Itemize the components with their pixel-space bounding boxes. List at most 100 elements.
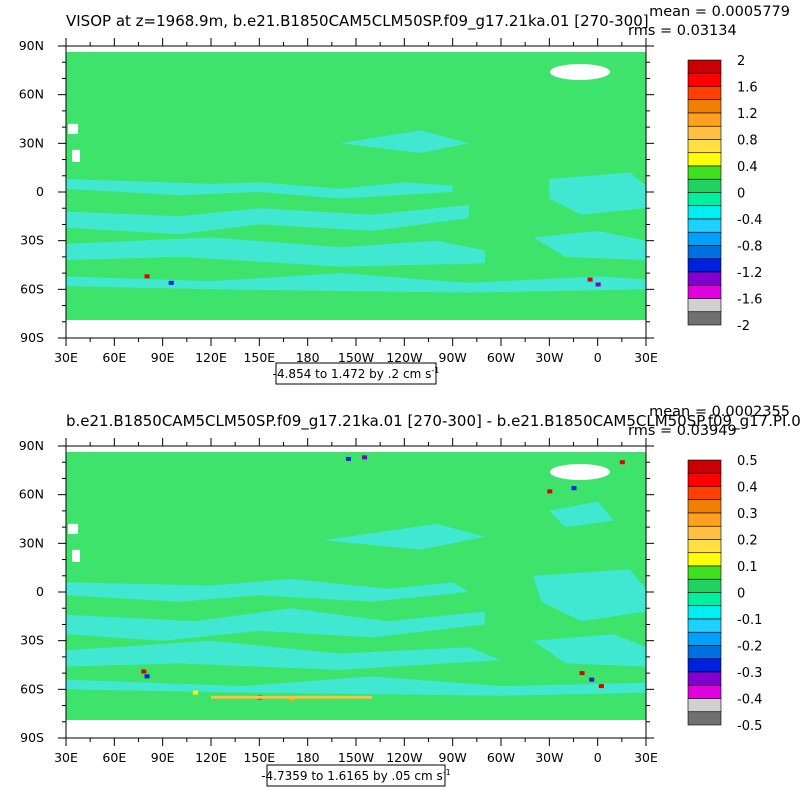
range-label: -4.854 to 1.472 by .2 cm s-1 xyxy=(273,366,440,381)
colorbar-swatch xyxy=(687,645,722,660)
y-tick-label: 60S xyxy=(20,681,44,696)
extreme-value-mark xyxy=(144,274,150,279)
y-tick-label: 60N xyxy=(19,487,44,502)
rms-label: rms = 0.03134 xyxy=(628,23,737,39)
range-label: -4.7359 to 1.6165 by .05 cm s-1 xyxy=(261,768,451,783)
colorbar-swatch xyxy=(687,552,722,567)
extreme-value-mark xyxy=(589,677,595,682)
y-tick-label: 90S xyxy=(20,330,44,345)
colorbar-label: -1.2 xyxy=(737,266,762,281)
range-label-exponent: -1 xyxy=(443,768,451,777)
colorbar-swatch xyxy=(687,99,722,114)
colorbar-label: 1.2 xyxy=(737,107,758,122)
y-tick-label: 90S xyxy=(20,730,44,745)
colorbar-swatch xyxy=(687,578,722,593)
extreme-value-mark xyxy=(362,455,368,460)
colorbar-swatch xyxy=(687,271,722,286)
colorbar-label: -0.3 xyxy=(737,666,762,681)
x-tick-label: 60W xyxy=(487,750,515,765)
panel-2: b.e21.B1850CAM5CLM50SP.f09_g17.21ka.01 [… xyxy=(19,404,800,787)
anomaly-region xyxy=(66,579,469,602)
colorbar-swatch xyxy=(687,192,722,207)
colorbar-label: -0.1 xyxy=(737,613,762,628)
colorbar-swatch xyxy=(687,139,722,154)
colorbar-swatch xyxy=(687,205,722,220)
colorbar-swatch xyxy=(687,698,722,713)
colorbar-swatch xyxy=(687,284,722,299)
colorbar-swatch xyxy=(687,684,722,699)
extreme-value-mark xyxy=(579,671,585,676)
colorbar-swatch xyxy=(687,59,722,74)
colorbar-swatch xyxy=(687,165,722,180)
antarctic-shelf-anomaly xyxy=(211,695,373,699)
colorbar-swatch xyxy=(687,258,722,273)
anomaly-region xyxy=(323,523,485,550)
colorbar-swatch xyxy=(687,671,722,686)
anomaly-region xyxy=(66,640,501,670)
x-tick-label: 90W xyxy=(439,750,467,765)
y-tick-label: 30S xyxy=(20,233,44,248)
x-tick-label: 30E xyxy=(634,750,658,765)
colorbar-swatch xyxy=(687,72,722,87)
colorbar-swatch xyxy=(687,245,722,260)
colorbar-label: -1.6 xyxy=(737,293,762,308)
y-tick-label: 60S xyxy=(20,281,44,296)
x-tick-label: 90W xyxy=(439,350,467,365)
colorbar-swatch xyxy=(687,499,722,514)
x-tick-label: 30E xyxy=(54,750,78,765)
missing-data-patch xyxy=(72,149,80,162)
colorbar-swatch xyxy=(687,178,722,193)
extreme-value-mark xyxy=(547,489,553,494)
extreme-value-mark xyxy=(587,277,593,282)
anomaly-region xyxy=(66,676,646,696)
x-tick-label: 180 xyxy=(296,750,320,765)
extreme-value-mark xyxy=(598,684,604,689)
colorbar-swatch xyxy=(687,618,722,633)
colorbar-swatch xyxy=(687,125,722,140)
x-tick-label: 30W xyxy=(535,750,563,765)
x-tick-label: 30W xyxy=(535,350,563,365)
extreme-value-mark xyxy=(619,460,625,465)
y-tick-label: 30N xyxy=(19,535,44,550)
anomaly-region xyxy=(339,130,469,154)
panel-title: VISOP at z=1968.9m, b.e21.B1850CAM5CLM50… xyxy=(66,12,649,31)
colorbar-label: -0.8 xyxy=(737,240,762,255)
colorbar-swatch xyxy=(687,298,722,313)
missing-data-patch xyxy=(68,523,78,534)
anomaly-region xyxy=(549,501,614,528)
colorbar-swatch xyxy=(687,486,722,501)
x-tick-label: 120W xyxy=(386,350,422,365)
colorbar-swatch xyxy=(687,86,722,101)
colorbar-swatch xyxy=(687,631,722,646)
range-label-frame xyxy=(266,764,446,787)
x-tick-label: 150E xyxy=(243,750,275,765)
colorbar-swatch xyxy=(687,152,722,167)
x-tick-label: 150E xyxy=(243,350,275,365)
colorbar-label: 0.4 xyxy=(737,481,758,496)
extreme-value-mark xyxy=(345,456,351,461)
rms-label: rms = 0.03949 xyxy=(628,423,737,439)
x-tick-label: 30E xyxy=(634,350,658,365)
colorbar-swatch xyxy=(687,311,722,326)
extreme-value-mark xyxy=(595,282,601,287)
x-tick-label: 120E xyxy=(195,750,227,765)
y-tick-label: 0 xyxy=(36,584,44,599)
anomaly-region xyxy=(533,569,646,622)
x-tick-label: 60E xyxy=(102,750,126,765)
x-tick-label: 90E xyxy=(151,750,175,765)
colorbar-swatch xyxy=(687,472,722,487)
missing-data-patch xyxy=(68,123,78,134)
colorbar-swatch xyxy=(687,658,722,673)
colorbar-swatch xyxy=(687,592,722,607)
x-tick-label: 0 xyxy=(594,750,602,765)
range-label-box: -4.854 to 1.472 by .2 cm s-1 xyxy=(273,362,440,385)
colorbar-swatch xyxy=(687,525,722,540)
x-tick-label: 120W xyxy=(386,750,422,765)
y-tick-label: 90N xyxy=(19,438,44,453)
missing-data-patch xyxy=(72,549,80,562)
colorbar-swatch xyxy=(687,112,722,127)
x-tick-label: 120E xyxy=(195,350,227,365)
extreme-value-mark xyxy=(168,280,174,285)
range-label-text: -4.854 to 1.472 by .2 cm s xyxy=(273,367,432,381)
